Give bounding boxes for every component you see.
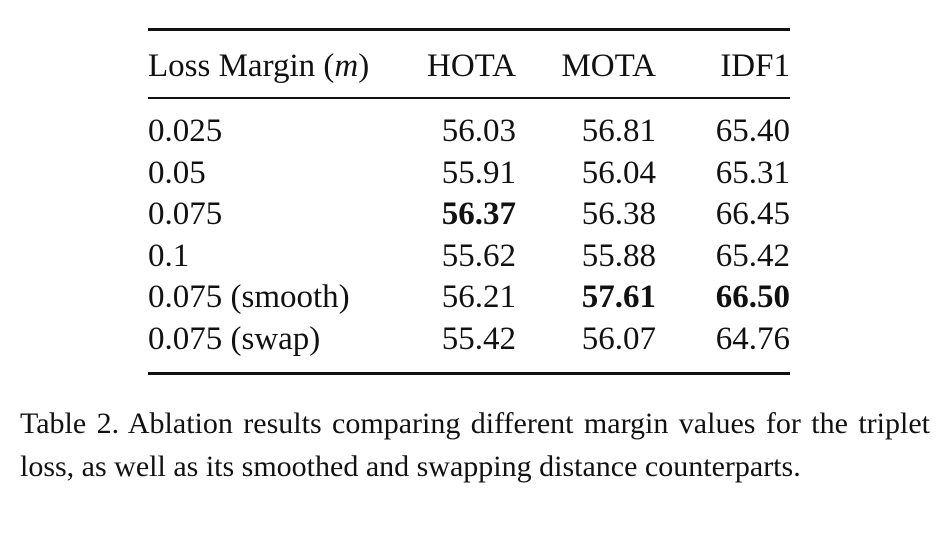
cell-idf1: 65.40 [715,113,790,150]
table-header-row: Loss Margin (m) HOTA MOTA IDF1 [148,29,790,98]
table-row: 0.075 (smooth) 56.21 57.61 66.50 [148,277,790,319]
cell-hota: 55.42 [441,320,516,357]
cell-idf1: 64.76 [715,320,790,357]
header-hota: HOTA [426,47,516,84]
ablation-results-table: Loss Margin (m) HOTA MOTA IDF1 0.025 56.… [148,28,790,375]
table-row: 0.05 55.91 56.04 65.31 [148,153,790,195]
results-table-container: Loss Margin (m) HOTA MOTA IDF1 0.025 56.… [148,28,790,375]
cell-mota: 56.38 [581,196,656,233]
table-row: 0.025 56.03 56.81 65.40 [148,98,790,153]
cell-mota: 55.88 [581,237,656,274]
cell-margin: 0.025 [148,113,223,150]
header-mota: MOTA [561,47,656,84]
table-row: 0.075 (swap) 55.42 56.07 64.76 [148,319,790,374]
cell-idf1: 65.42 [715,237,790,274]
cell-mota: 56.04 [581,154,656,191]
cell-mota: 56.81 [581,113,656,150]
cell-hota: 56.37 [441,196,516,233]
header-idf1: IDF1 [720,47,790,84]
cell-mota: 56.07 [581,320,656,357]
cell-margin: 0.075 (swap) [148,320,321,357]
cell-margin: 0.075 [148,196,223,233]
table-row: 0.075 56.37 56.38 66.45 [148,194,790,236]
cell-hota: 55.62 [441,237,516,274]
cell-hota: 56.21 [441,279,516,316]
cell-idf1: 66.50 [715,279,790,316]
header-loss-margin: Loss Margin (m) [148,47,370,84]
cell-mota: 57.61 [581,279,656,316]
table-row: 0.1 55.62 55.88 65.42 [148,236,790,278]
cell-hota: 55.91 [441,154,516,191]
cell-margin: 0.1 [148,237,190,274]
cell-hota: 56.03 [441,113,516,150]
cell-idf1: 66.45 [715,196,790,233]
cell-idf1: 65.31 [715,154,790,191]
cell-margin: 0.075 (smooth) [148,279,350,316]
table-caption: Table 2. Ablation results comparing diff… [20,407,930,483]
cell-margin: 0.05 [148,154,206,191]
